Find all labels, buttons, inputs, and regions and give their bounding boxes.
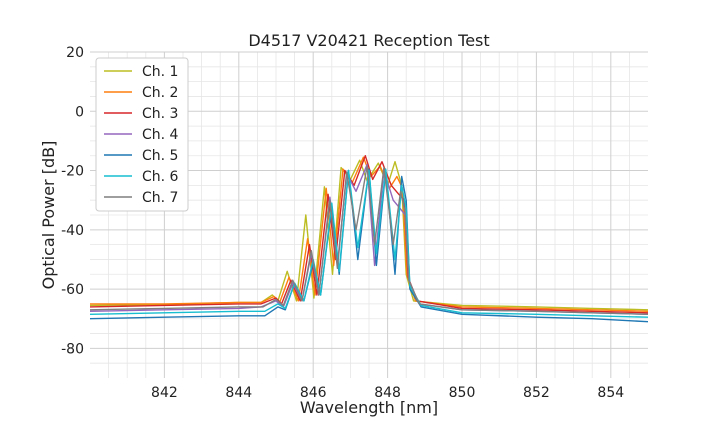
y-tick-labels: 20 0 -20 -40 -60 -80 (61, 45, 84, 357)
legend-label-ch7: Ch. 7 (142, 190, 178, 206)
x-tick-label: 850 (449, 385, 476, 401)
y-tick-label: -40 (61, 223, 84, 239)
legend-label-ch1: Ch. 1 (142, 64, 178, 80)
legend: Ch. 1 Ch. 2 Ch. 3 Ch. 4 Ch. 5 Ch. 6 Ch. 7 (95, 57, 189, 212)
series-line-ch7 (89, 165, 649, 315)
x-tick-label: 844 (225, 385, 252, 401)
x-axis-label: Wavelength [nm] (300, 398, 438, 417)
chart-title: D4517 V20421 Reception Test (248, 31, 489, 50)
legend-label-ch6: Ch. 6 (142, 169, 179, 185)
legend-label-ch4: Ch. 4 (142, 127, 179, 143)
x-tick-label: 852 (523, 385, 550, 401)
legend-label-ch5: Ch. 5 (142, 148, 178, 164)
y-tick-label: -20 (61, 164, 84, 180)
x-tick-label: 854 (597, 385, 624, 401)
x-tick-labels: 842 844 846 848 850 852 854 (151, 385, 624, 401)
x-tick-label: 846 (300, 385, 327, 401)
y-axis-label: Optical Power [dB] (39, 141, 58, 290)
legend-box (95, 57, 189, 212)
series-lines (89, 155, 649, 323)
x-tick-label: 842 (151, 385, 178, 401)
minor-gridlines (90, 52, 648, 378)
y-tick-label: -80 (61, 341, 84, 357)
y-tick-label: -60 (61, 282, 84, 298)
legend-label-ch3: Ch. 3 (142, 106, 178, 122)
y-tick-label: 0 (75, 104, 84, 120)
legend-label-ch2: Ch. 2 (142, 85, 178, 101)
x-tick-label: 848 (374, 385, 401, 401)
y-tick-label: 20 (66, 45, 84, 61)
